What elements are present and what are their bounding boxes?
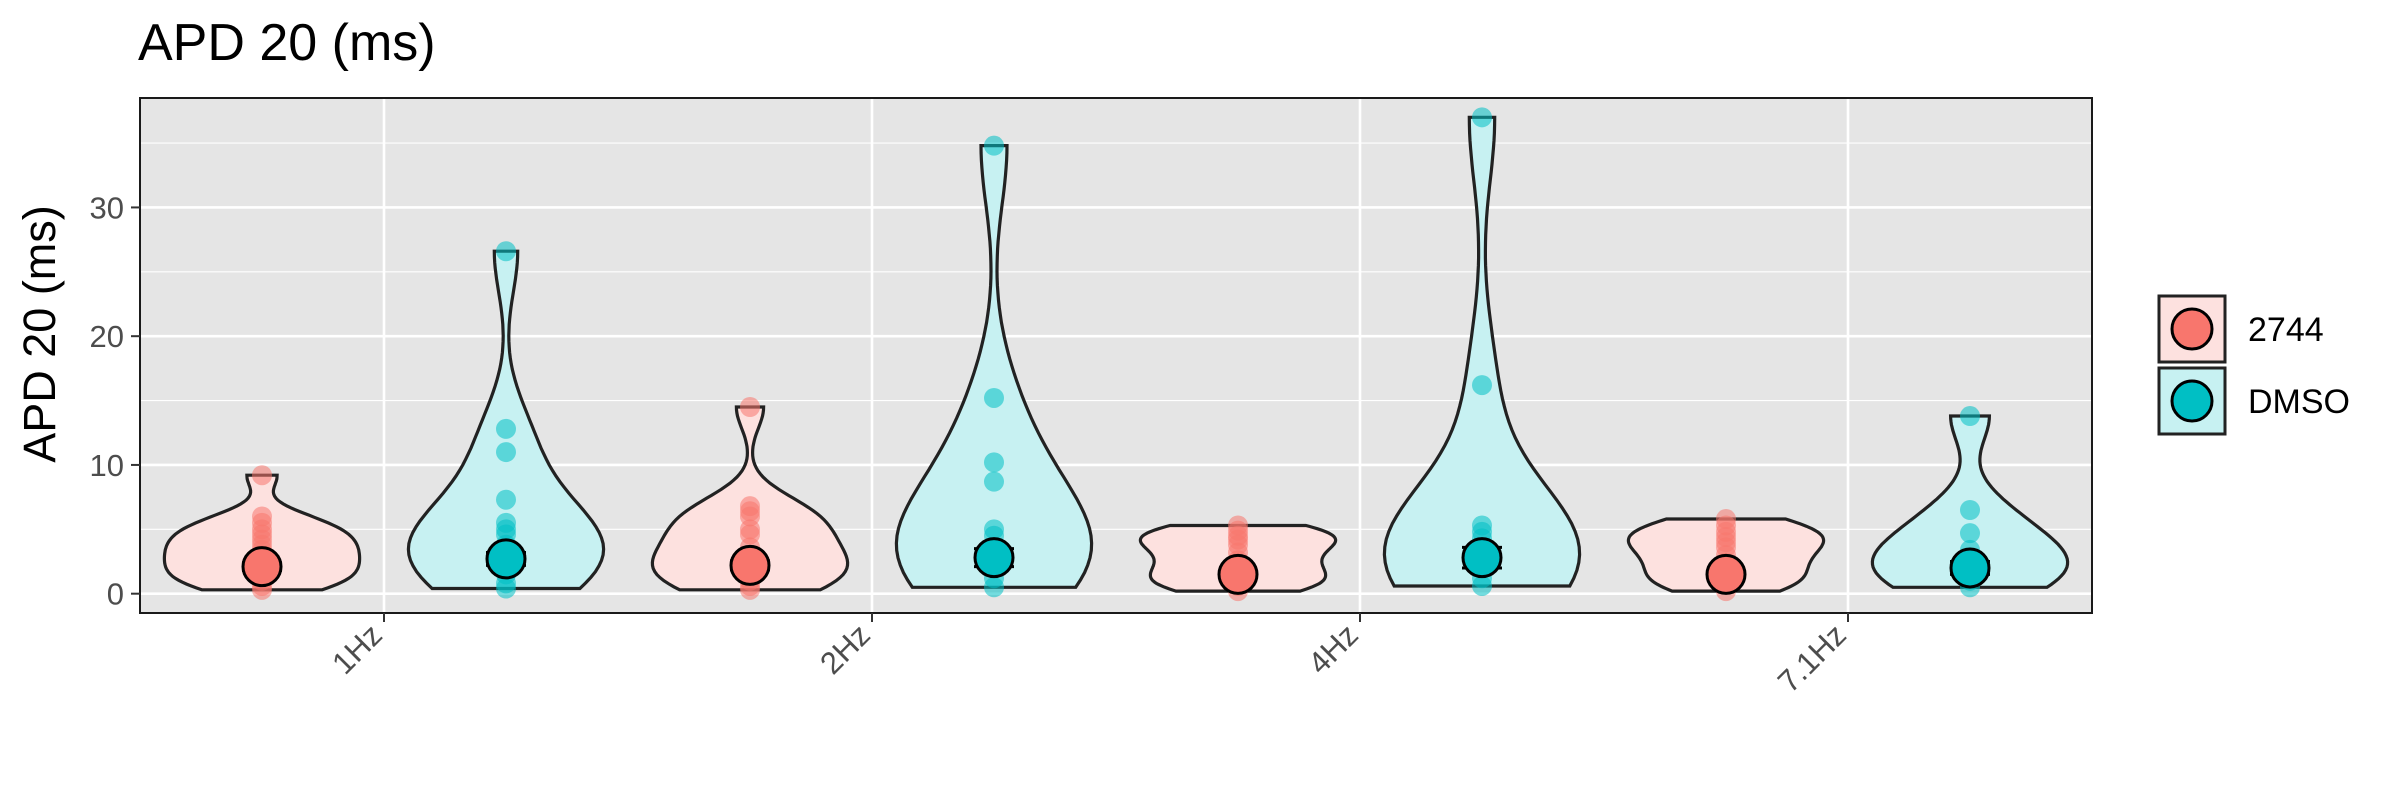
x-tick-label: 4Hz (1301, 617, 1365, 681)
mean-point (485, 538, 527, 580)
y-tick-label: 30 (90, 190, 124, 225)
y-tick-label: 0 (107, 577, 124, 612)
data-point (1472, 375, 1492, 396)
data-point (496, 418, 516, 439)
mean-point (241, 546, 283, 588)
data-point (496, 442, 516, 463)
plot-border (139, 97, 2093, 614)
x-tick-label: 7.1Hz (1771, 617, 1853, 699)
legend-label: DMSO (2248, 383, 2350, 421)
data-point (1960, 406, 1980, 427)
data-point (740, 397, 760, 417)
mean-point (1949, 547, 1991, 589)
data-point (496, 578, 516, 599)
legend-label: 2744 (2248, 311, 2324, 349)
legend-marker (2170, 307, 2214, 351)
data-point (984, 471, 1004, 492)
x-tick-label: 1Hz (325, 617, 389, 681)
violin-shape (1382, 115, 1582, 588)
y-tick-label: 20 (90, 319, 124, 354)
data-point (984, 135, 1004, 156)
y-tick-label: 10 (90, 448, 124, 483)
data-point (1960, 523, 1980, 544)
mean-point (1217, 553, 1259, 595)
mean-point (729, 544, 771, 586)
grid-layer (140, 98, 2092, 613)
mean-point (1705, 553, 1747, 595)
data-point (1472, 107, 1492, 128)
data-point (1472, 575, 1492, 596)
data-point (984, 387, 1004, 408)
legend-key (2157, 366, 2227, 436)
legend-marker (2170, 379, 2214, 423)
mean-point (1461, 537, 1503, 579)
mean-point (973, 537, 1015, 579)
violin-layer (162, 107, 2070, 602)
legend: 2744 DMSO (2157, 294, 2350, 436)
data-point (496, 241, 516, 262)
data-point (496, 489, 516, 510)
x-tick-label: 2Hz (813, 617, 877, 681)
y-axis-title: APD 20 (ms) (14, 205, 65, 463)
data-point (984, 577, 1004, 598)
data-point (984, 452, 1004, 473)
chart-title: APD 20 (ms) (138, 14, 436, 72)
violin-shape (894, 144, 1094, 589)
data-point (1960, 500, 1980, 520)
data-point (252, 465, 272, 486)
